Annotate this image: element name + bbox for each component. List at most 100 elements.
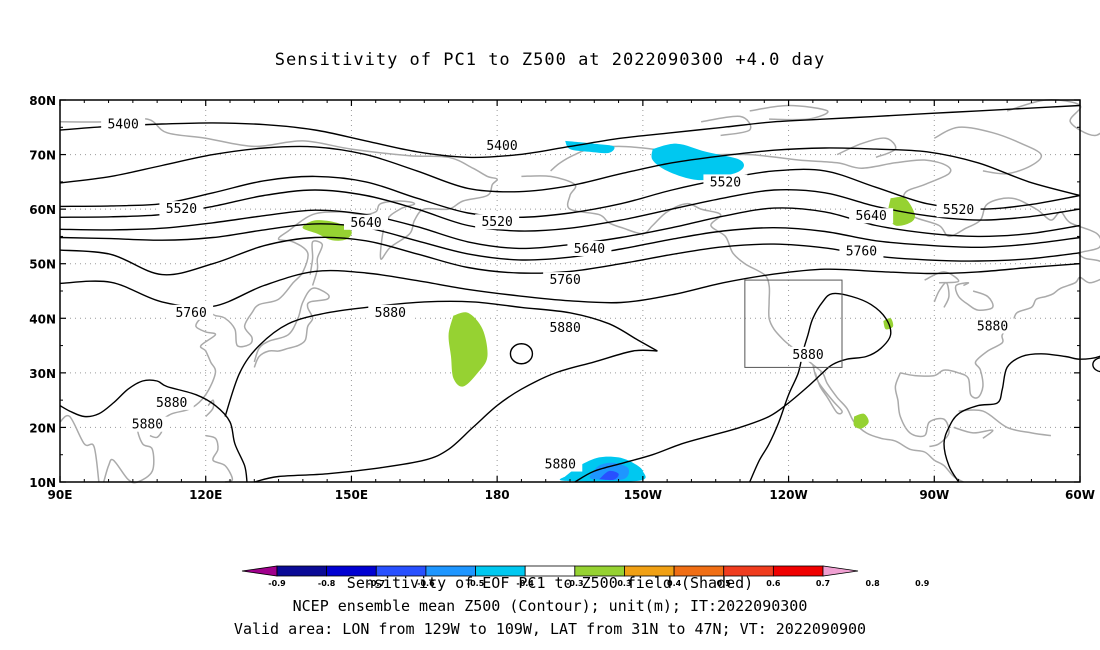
contour-label-bg <box>936 202 981 218</box>
colorbar-tick-label: -0.7 <box>368 579 386 588</box>
coastline <box>205 434 234 483</box>
contour-label-bg <box>344 214 388 230</box>
coastline <box>309 240 324 286</box>
contour-caption: NCEP ensemble mean Z500 (Contour); unit(… <box>292 597 808 615</box>
colorbar-tick-label: 0.8 <box>866 579 881 588</box>
valid-area-caption: Valid area: LON from 129W to 109W, LAT f… <box>233 620 867 638</box>
contour-label-bg <box>149 394 194 410</box>
coastline <box>933 126 1043 175</box>
contour-label: 5880 <box>375 306 406 321</box>
contour-label-bg <box>101 116 146 132</box>
colorbar-tick-label: -0.3 <box>566 579 584 588</box>
contour-label: 5520 <box>943 203 974 218</box>
coastline <box>253 287 330 368</box>
x-tick-label: 150E <box>335 488 368 502</box>
y-tick-label: 70N <box>29 149 56 163</box>
contour-label-bg <box>475 214 520 230</box>
contour-label: 5520 <box>166 202 197 217</box>
x-tick-label: 90W <box>919 488 949 502</box>
contour-label-bg <box>480 137 524 153</box>
map-axes: 90E 120E 150E 180 150W 120W 90W 60W 10N 20N 30N 40N… <box>29 94 1095 502</box>
coastline <box>958 409 1051 437</box>
coastline <box>894 372 950 448</box>
contour-line <box>224 300 658 417</box>
contour-line <box>59 236 1081 276</box>
y-tick-label: 60N <box>29 203 56 217</box>
x-tick-label: 150W <box>624 488 662 502</box>
y-tick-label: 50N <box>29 258 56 272</box>
sensitivity-blob <box>302 220 352 241</box>
contour-label: 5760 <box>175 306 206 321</box>
contour-label-bg <box>849 208 894 224</box>
coastline <box>954 282 994 311</box>
contour-closed <box>1092 357 1100 373</box>
contour-label: 5520 <box>710 175 741 190</box>
coastline <box>700 115 752 137</box>
chart-title: Sensitivity of PC1 to Z500 at 2022090300… <box>274 50 826 70</box>
colorbar-tick-label: -0.8 <box>318 579 336 588</box>
contour-label: 5880 <box>977 319 1008 334</box>
x-tick-label: 120E <box>189 488 222 502</box>
contour-line <box>943 353 1100 483</box>
colorbar-title: Sensitivity of EOF PC1 to Z500 field (Sh… <box>346 574 754 592</box>
contour-label-bg <box>703 174 748 190</box>
sensitivity-blob <box>448 312 488 387</box>
sensitivity-blob <box>599 470 619 481</box>
coastline <box>953 426 994 439</box>
coastline <box>205 399 215 418</box>
contour-label-bg <box>839 243 884 259</box>
contour-label-bg <box>567 240 612 256</box>
contour-label: 5520 <box>481 215 512 230</box>
contour-label-bg <box>169 304 214 320</box>
contour-label-bg <box>538 456 583 472</box>
coastline <box>933 282 950 308</box>
contour-label: 5880 <box>549 321 580 336</box>
contour-label-bg <box>543 320 588 336</box>
y-tick-label: 40N <box>29 312 56 326</box>
contour-label: 5880 <box>132 418 163 433</box>
y-tick-label: 80N <box>29 94 56 108</box>
contour-line <box>59 104 1081 159</box>
contour-label: 5760 <box>846 245 877 260</box>
contour-label-bg <box>970 318 1015 334</box>
colorbar-tick-label: 0.6 <box>766 579 781 588</box>
colorbar-high-arrow <box>822 565 859 577</box>
contour-label: 5880 <box>792 348 823 363</box>
coastline <box>1006 99 1100 137</box>
sensitivity-blob <box>565 140 615 154</box>
contour-label-bg <box>543 272 588 288</box>
contour-label-bg <box>125 416 170 432</box>
contour-label-bg <box>368 304 413 320</box>
contour-line <box>59 168 1081 219</box>
sensitivity-blob <box>651 143 744 181</box>
coastline <box>521 175 964 483</box>
coastline <box>749 104 829 121</box>
contour-label: 5640 <box>574 242 605 257</box>
y-tick-label: 10N <box>29 476 56 490</box>
colorbar-tick-label: 0.3 <box>617 579 631 588</box>
colorbar-tick-label: -0.4 <box>516 579 534 588</box>
contour-line <box>254 349 658 483</box>
contour-line <box>59 188 1081 232</box>
contour-line <box>59 145 1081 197</box>
colorbar-tick-label: -0.9 <box>268 579 286 588</box>
valid-area-box <box>744 279 843 368</box>
coastline <box>924 271 960 284</box>
colorbar-tick-label: 0.4 <box>667 579 682 588</box>
coastline <box>59 414 100 483</box>
x-tick-label: 90E <box>48 488 73 502</box>
contour-label: 5880 <box>545 458 576 473</box>
valid-area-rect <box>744 279 843 368</box>
sensitivity-shading <box>302 140 916 482</box>
coastline <box>59 117 498 484</box>
y-tick-label: 20N <box>29 421 56 435</box>
coastlines <box>59 99 1100 484</box>
colorbar-tick-label: 0.5 <box>717 579 732 588</box>
coastline <box>812 364 843 415</box>
contour-label: 5760 <box>549 273 580 288</box>
colorbar: -0.9 -0.8 -0.7 -0.6 -0.5 -0.4 -0.3 0.3 0.4 0.5 0.6… <box>241 565 930 588</box>
x-tick-label: 60W <box>1065 488 1095 502</box>
contour-label-bg <box>159 201 204 217</box>
coastline <box>836 137 897 158</box>
